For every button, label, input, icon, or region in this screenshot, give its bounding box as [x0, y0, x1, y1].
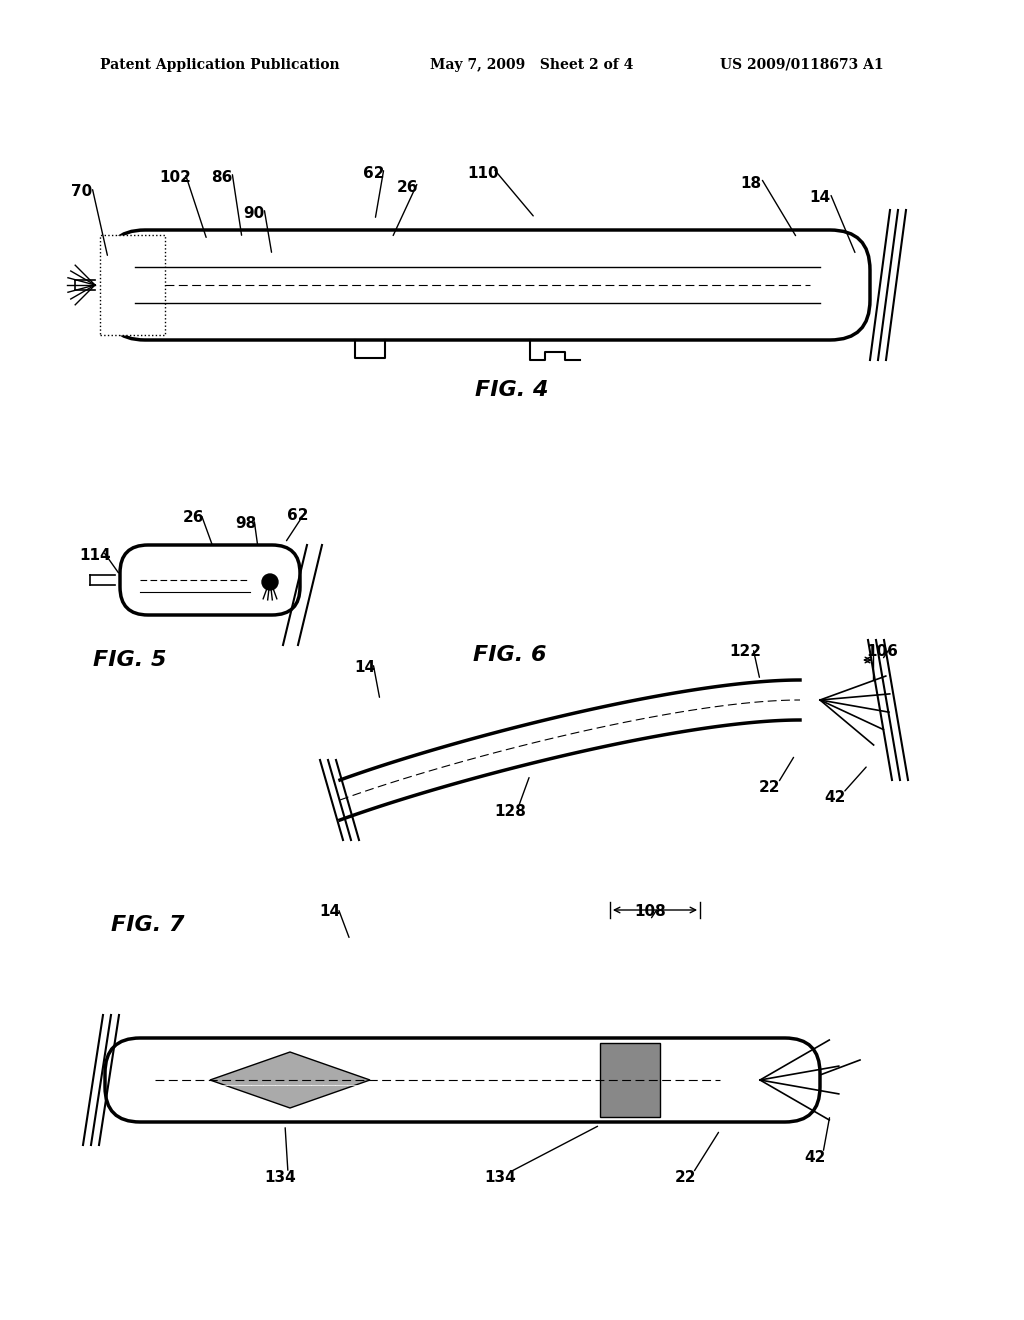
FancyBboxPatch shape: [105, 1038, 820, 1122]
Text: 86: 86: [211, 169, 232, 185]
Text: 62: 62: [364, 165, 385, 181]
Polygon shape: [210, 1052, 370, 1107]
Text: 42: 42: [824, 789, 846, 804]
Text: 62: 62: [288, 507, 309, 523]
Text: 122: 122: [729, 644, 761, 660]
Text: 110: 110: [467, 165, 499, 181]
Text: 90: 90: [244, 206, 264, 220]
Text: 14: 14: [809, 190, 830, 206]
Text: 14: 14: [354, 660, 376, 675]
Text: 26: 26: [397, 180, 419, 194]
FancyBboxPatch shape: [105, 230, 870, 341]
Text: 22: 22: [674, 1170, 695, 1184]
Bar: [600, 1043, 660, 1117]
Text: 114: 114: [79, 548, 111, 562]
Text: Patent Application Publication: Patent Application Publication: [100, 58, 340, 73]
Circle shape: [262, 574, 278, 590]
Text: 128: 128: [494, 804, 526, 820]
Text: 22: 22: [759, 780, 780, 795]
Text: 18: 18: [740, 176, 762, 190]
Bar: [100, 235, 165, 335]
Text: FIG. 5: FIG. 5: [93, 649, 167, 671]
Text: 14: 14: [319, 904, 341, 920]
Text: 106: 106: [866, 644, 898, 660]
Text: US 2009/0118673 A1: US 2009/0118673 A1: [720, 58, 884, 73]
Text: FIG. 6: FIG. 6: [473, 645, 547, 665]
Text: FIG. 7: FIG. 7: [112, 915, 184, 935]
Text: 134: 134: [264, 1170, 296, 1184]
Text: 98: 98: [236, 516, 257, 531]
Text: 70: 70: [72, 185, 92, 199]
FancyBboxPatch shape: [120, 545, 300, 615]
Text: 102: 102: [159, 170, 190, 186]
Text: 134: 134: [484, 1170, 516, 1184]
Text: 26: 26: [182, 511, 204, 525]
Text: 42: 42: [804, 1150, 825, 1164]
Text: 108: 108: [634, 904, 666, 920]
Text: May 7, 2009   Sheet 2 of 4: May 7, 2009 Sheet 2 of 4: [430, 58, 634, 73]
Text: FIG. 4: FIG. 4: [475, 380, 549, 400]
